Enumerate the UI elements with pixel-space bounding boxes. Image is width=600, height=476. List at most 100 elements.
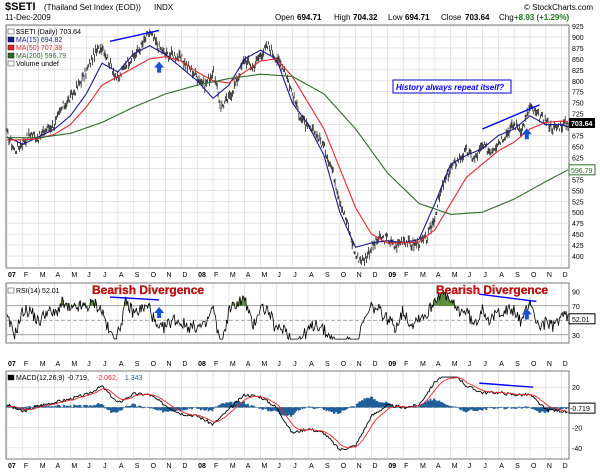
- chart-date: 11-Dec-2009: [5, 13, 51, 22]
- rsi-legend-entry-swatch: [7, 287, 15, 294]
- x-tick-label-rsi: F: [214, 361, 218, 368]
- rsi-up-arrow-icon: [521, 308, 532, 320]
- x-tick-label-macd: S: [515, 463, 520, 470]
- x-tick-label-macd: N: [166, 463, 171, 470]
- macd-legend-entry-text: 1.343: [125, 375, 143, 382]
- x-tick-label-macd: O: [531, 463, 537, 470]
- x-tick-label-price: S: [515, 272, 520, 279]
- x-tick-label-price: J: [87, 272, 91, 279]
- x-tick-label-rsi: M: [71, 361, 77, 368]
- macd-signal-line: [6, 377, 568, 449]
- price-y-tick-label: 800: [572, 79, 584, 86]
- x-tick-label-macd: M: [40, 463, 46, 470]
- price-legend-entry: MA(50) 707.38: [7, 44, 62, 52]
- price-y-tick-label: 475: [572, 221, 584, 228]
- x-tick-label-rsi: N: [547, 361, 552, 368]
- x-tick-label-price: O: [531, 272, 537, 279]
- rsi-legend-entry-text: RSI(14) 52.01: [16, 288, 60, 295]
- x-tick-label-price: A: [246, 272, 251, 279]
- x-tick-label-macd: M: [262, 463, 268, 470]
- price-legend-entry-text: MA(50) 707.38: [16, 45, 62, 52]
- x-tick-label-macd: A: [499, 463, 504, 470]
- x-tick-label-macd: J: [277, 463, 281, 470]
- x-tick-label-price: M: [40, 272, 46, 279]
- x-tick-label-price: 08: [198, 272, 206, 279]
- last-price-badge: [569, 117, 595, 128]
- x-tick-label-macd: J: [87, 463, 91, 470]
- price-trend-line: [482, 104, 540, 130]
- price-y-tick-label: 825: [572, 68, 584, 75]
- rsi-y-tick-label: 30: [572, 333, 580, 340]
- x-tick-label-rsi: A: [56, 361, 61, 368]
- low-label: Low: [388, 13, 403, 22]
- open-value: 694.71: [297, 13, 322, 22]
- price-y-tick-label: 550: [572, 188, 584, 195]
- macd-last-badge: [568, 402, 596, 414]
- macd-line: [6, 376, 568, 452]
- price-y-tick-label: 775: [572, 90, 584, 97]
- x-tick-label-price: A: [309, 272, 314, 279]
- x-tick-label-price: D: [372, 272, 377, 279]
- x-tick-label-macd: A: [309, 463, 314, 470]
- price-y-tick-label: 850: [572, 57, 584, 64]
- price-y-tick-label: 875: [572, 46, 584, 53]
- price-y-tick-label: 750: [572, 101, 584, 108]
- macd-legend-entry: 1.343: [125, 375, 143, 382]
- x-tick-label-rsi: J: [468, 361, 472, 368]
- x-tick-label-rsi: A: [436, 361, 441, 368]
- price-y-tick-label: 650: [572, 145, 584, 152]
- price-legend-entry: $SETI (Daily) 703.64: [7, 28, 81, 36]
- x-tick-label-price: A: [56, 272, 61, 279]
- x-tick-label-rsi: M: [420, 361, 426, 368]
- high-label: High: [334, 13, 350, 22]
- x-tick-label-price: F: [214, 272, 218, 279]
- x-tick-label-macd: S: [325, 463, 330, 470]
- x-tick-label-macd: O: [341, 463, 347, 470]
- x-tick-label-price: A: [436, 272, 441, 279]
- x-tick-label-price: N: [547, 272, 552, 279]
- macd-y-tick-label: -20: [572, 426, 582, 433]
- x-tick-label-rsi: D: [563, 361, 568, 368]
- price-y-tick-label: 425: [572, 243, 584, 250]
- open-label: Open: [275, 13, 295, 22]
- ma15-line: [6, 45, 569, 248]
- x-tick-label-rsi: O: [531, 361, 537, 368]
- macd-divergence-line: [479, 382, 534, 388]
- macd-legend-entry-swatch: [7, 374, 15, 381]
- x-tick-label-macd: D: [182, 463, 187, 470]
- x-tick-label-rsi: A: [246, 361, 251, 368]
- x-tick-label-rsi: O: [341, 361, 347, 368]
- x-tick-label-price: N: [357, 272, 362, 279]
- chg-label: Chg: [499, 13, 514, 22]
- x-tick-label-price: J: [483, 272, 487, 279]
- x-tick-label-rsi: 09: [388, 361, 396, 368]
- x-tick-label-macd: M: [230, 463, 236, 470]
- x-tick-label-rsi: 07: [8, 361, 16, 368]
- x-tick-label-rsi: F: [404, 361, 408, 368]
- price-y-tick-label: 925: [572, 24, 584, 31]
- brand-label: © StockCharts.com: [524, 3, 593, 12]
- rsi-divergence-line: [479, 293, 537, 303]
- price-legend-entry-text: MA(15) 694.82: [16, 37, 62, 44]
- ma200-badge: [568, 164, 596, 176]
- price-y-tick-label: 450: [572, 232, 584, 239]
- rsi-line: [6, 292, 569, 341]
- x-tick-label-price: D: [563, 272, 568, 279]
- price-legend-entry-swatch: [7, 36, 15, 43]
- rsi-y-tick-label: 90: [572, 289, 580, 296]
- price-trend-line: [109, 29, 160, 43]
- macd-legend-entry-text: MACD(12,26,9): [16, 375, 65, 382]
- x-tick-label-rsi: D: [372, 361, 377, 368]
- x-tick-label-rsi: A: [499, 361, 504, 368]
- x-tick-label-price: A: [499, 272, 504, 279]
- x-tick-label-macd: M: [452, 463, 458, 470]
- x-tick-label-rsi: S: [325, 361, 330, 368]
- macd-legend-entry-text: -2.062,: [96, 375, 118, 382]
- rsi-last-badge-text: 52.01: [572, 317, 590, 324]
- price-panel-frame: [5, 24, 570, 269]
- x-tick-label-price: J: [293, 272, 297, 279]
- price-y-tick-label: 400: [572, 254, 584, 261]
- x-tick-label-rsi: M: [262, 361, 268, 368]
- x-tick-label-price: D: [182, 272, 187, 279]
